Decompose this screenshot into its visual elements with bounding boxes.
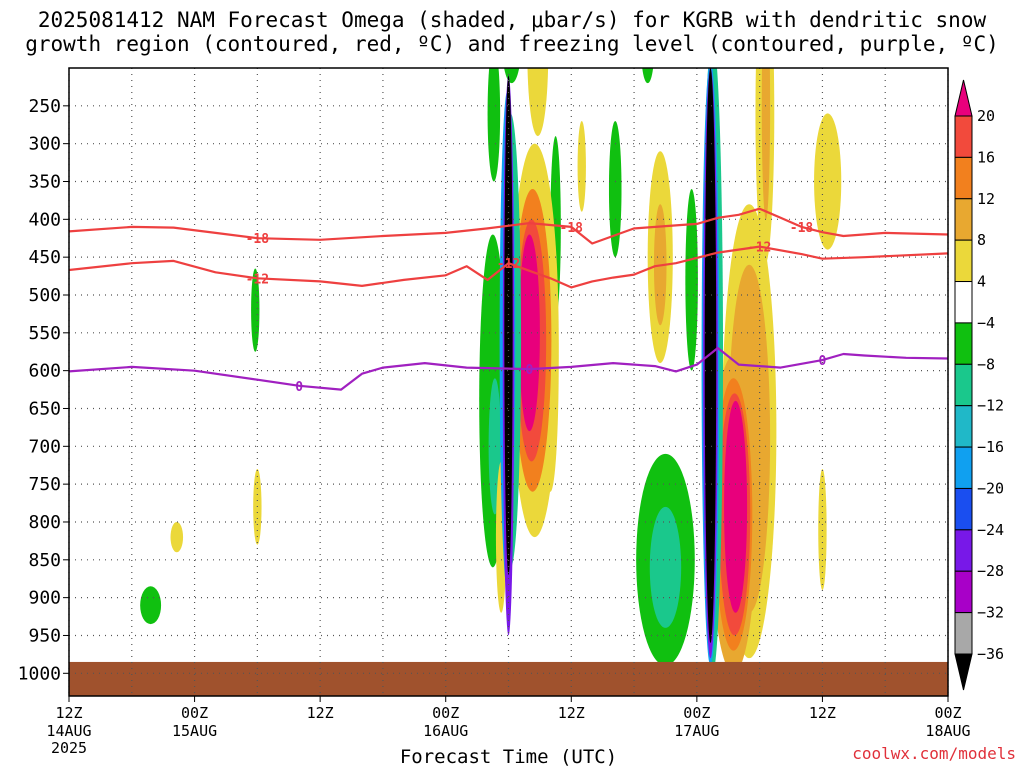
y-tick-label: 350 xyxy=(28,171,61,192)
colorbar-label: −32 xyxy=(977,604,1004,622)
colorbar-label: −12 xyxy=(977,397,1004,415)
y-tick-label: 500 xyxy=(28,285,61,306)
colorbar-swatch xyxy=(954,405,973,448)
colorbar-label: 20 xyxy=(977,107,995,125)
omega-region xyxy=(504,68,520,84)
colorbar-swatch xyxy=(954,570,973,614)
colorbar-label: 8 xyxy=(977,231,986,249)
chart-title-line1: 2025081412 NAM Forecast Omega (shaded, μ… xyxy=(37,8,987,32)
x-tick-label: 00Z xyxy=(432,704,459,722)
x-tick-label: 00Z xyxy=(181,704,208,722)
colorbar-label: −8 xyxy=(977,355,995,373)
omega-region xyxy=(633,0,641,45)
ground-fill xyxy=(69,661,948,696)
chart-title-line2: growth region (contoured, red, ºC) and f… xyxy=(25,32,999,56)
colorbar-swatch xyxy=(954,612,973,655)
colorbar-label: −16 xyxy=(977,438,1004,456)
y-tick-label: 250 xyxy=(28,96,61,117)
contour-line xyxy=(69,245,948,289)
contour-label: -12 xyxy=(748,241,771,256)
omega-region xyxy=(504,75,513,575)
x-tick-label: 12Z xyxy=(558,704,585,722)
omega-region xyxy=(527,68,549,137)
colorbar-swatch xyxy=(954,487,973,531)
omega-region xyxy=(140,586,162,625)
omega-region xyxy=(642,68,654,84)
colorbar-swatch xyxy=(954,239,973,283)
contour-label: -12 xyxy=(246,272,269,287)
omega-region xyxy=(685,189,698,371)
colorbar-label: 12 xyxy=(977,190,995,208)
colorbar-label: 4 xyxy=(977,273,986,291)
colorbar-bottom-arrow xyxy=(954,653,973,691)
colorbar-label: −20 xyxy=(977,479,1004,497)
omega-region xyxy=(608,120,622,258)
x-tick-label: 00Z xyxy=(683,704,710,722)
y-tick-label: 900 xyxy=(28,588,61,609)
plot-frame xyxy=(68,67,949,697)
y-tick-label: 950 xyxy=(28,625,61,646)
x-tick-label: 00Z xyxy=(934,704,961,722)
y-tick-label: 300 xyxy=(28,134,61,155)
contour-label: 0 xyxy=(819,354,827,369)
omega-region xyxy=(818,469,827,591)
colorbar-label: −4 xyxy=(977,314,995,332)
omega-region xyxy=(487,68,501,182)
x-tick-date-label: 15AUG xyxy=(172,722,217,740)
omega-region xyxy=(724,400,748,613)
omega-region xyxy=(704,68,717,644)
y-tick-label: 550 xyxy=(28,323,61,344)
x-tick-label: 12Z xyxy=(55,704,82,722)
omega-region xyxy=(251,268,260,352)
y-tick-label: 800 xyxy=(28,512,61,533)
omega-region xyxy=(518,234,540,432)
colorbar-swatch xyxy=(954,156,973,200)
x-tick-date-label: 16AUG xyxy=(423,722,468,740)
y-tick-label: 600 xyxy=(28,361,61,382)
contour-line xyxy=(69,346,948,391)
colorbar-swatch xyxy=(954,446,973,489)
website-credit: coolwx.com/models xyxy=(852,744,1016,763)
omega-region xyxy=(649,506,682,628)
contour-label: -18 xyxy=(560,221,584,236)
y-tick-label: 1000 xyxy=(18,663,61,684)
colorbar-swatch xyxy=(954,322,973,365)
y-tick-label: 450 xyxy=(28,247,61,268)
omega-region xyxy=(761,68,771,220)
contour-label: -18 xyxy=(246,232,270,247)
y-tick-label: 650 xyxy=(28,398,61,419)
x-tick-year-label: 2025 xyxy=(51,739,87,757)
x-tick-date-label: 18AUG xyxy=(925,722,970,740)
x-tick-label: 12Z xyxy=(809,704,836,722)
y-tick-label: 750 xyxy=(28,474,61,495)
colorbar-swatch xyxy=(954,115,973,158)
contour-label: 0 xyxy=(526,363,534,378)
colorbar-swatch xyxy=(954,363,973,407)
colorbar-top-arrow xyxy=(954,79,973,117)
x-axis-title: Forecast Time (UTC) xyxy=(400,746,617,768)
x-tick-date-label: 17AUG xyxy=(674,722,719,740)
colorbar-label: −36 xyxy=(977,645,1004,663)
colorbar-swatch xyxy=(954,198,973,241)
colorbar-label: 16 xyxy=(977,148,995,166)
omega-region xyxy=(170,521,184,553)
omega-region xyxy=(814,113,842,250)
contour-label: -18 xyxy=(790,221,814,236)
x-tick-label: 12Z xyxy=(307,704,334,722)
colorbar-swatch xyxy=(954,529,973,572)
contour-label: 0 xyxy=(295,380,303,395)
y-tick-label: 850 xyxy=(28,550,61,571)
colorbar-swatch xyxy=(954,281,973,324)
omega-region xyxy=(577,120,586,212)
contour-line xyxy=(69,207,948,245)
colorbar-label: −28 xyxy=(977,562,1004,580)
y-tick-label: 700 xyxy=(28,436,61,457)
contour-label: -12 xyxy=(497,257,520,272)
y-tick-label: 400 xyxy=(28,209,61,230)
x-tick-date-label: 14AUG xyxy=(46,722,91,740)
colorbar-label: −24 xyxy=(977,521,1004,539)
